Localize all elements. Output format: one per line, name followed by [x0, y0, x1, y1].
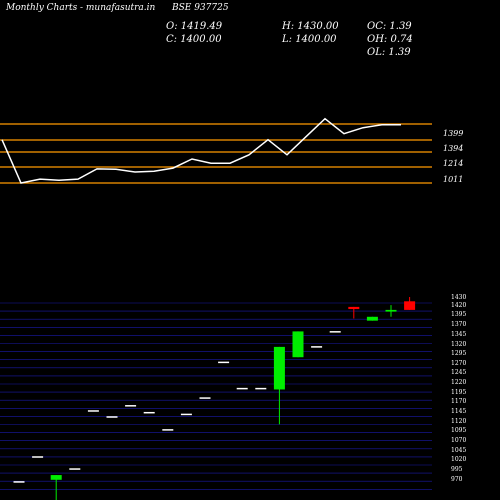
candle-body [404, 301, 416, 310]
level-label-1011: 1011 [443, 175, 463, 184]
y-tick-label: 1195 [451, 389, 466, 396]
y-tick-label: 1170 [451, 398, 466, 405]
candle-body [366, 316, 378, 321]
candle-body [292, 331, 304, 358]
y-tick-label: 1220 [451, 379, 466, 386]
candle-body [273, 346, 285, 390]
oh-value: OH: 0.74 [367, 34, 413, 45]
level-label-1394: 1394 [443, 144, 463, 153]
y-tick-label: 1395 [451, 311, 466, 318]
y-tick-label: 995 [451, 466, 463, 473]
level-label-1399: 1399 [443, 129, 463, 138]
y-tick-label: 1070 [451, 437, 466, 444]
y-tick-label: 1245 [451, 369, 466, 376]
y-tick-label: 1020 [451, 456, 466, 463]
y-tick-label: 1270 [451, 360, 466, 367]
close-value: C: 1400.00 [166, 34, 222, 45]
y-tick-label: 1295 [451, 350, 466, 357]
high-value: H: 1430.00 [282, 21, 339, 32]
low-value: L: 1400.00 [282, 34, 337, 45]
site-name: - munafasutra.in [80, 3, 156, 13]
y-tick-label: 1145 [451, 408, 466, 415]
y-tick-label: 970 [451, 476, 463, 483]
price-line-series [1, 117, 401, 184]
y-tick-label: 1120 [451, 418, 466, 425]
open-value: O: 1419.49 [166, 21, 223, 32]
candle-body [385, 309, 397, 312]
y-tick-label: 1095 [451, 427, 466, 434]
y-tick-label: 1430 [451, 294, 466, 301]
candle-body [50, 475, 62, 480]
ol-value: OL: 1.39 [367, 47, 411, 58]
oc-value: OC: 1.39 [367, 21, 412, 32]
site-title: Monthly Charts [6, 3, 78, 13]
y-tick-label: 1345 [451, 331, 466, 338]
candle-body [348, 306, 360, 310]
level-label-1214: 1214 [443, 159, 463, 168]
y-tick-label: 1320 [451, 341, 466, 348]
symbol-label: BSE 937725 [172, 3, 229, 13]
y-tick-label: 1370 [451, 321, 466, 328]
y-tick-label: 1420 [451, 302, 466, 309]
y-tick-label: 1045 [451, 447, 466, 454]
